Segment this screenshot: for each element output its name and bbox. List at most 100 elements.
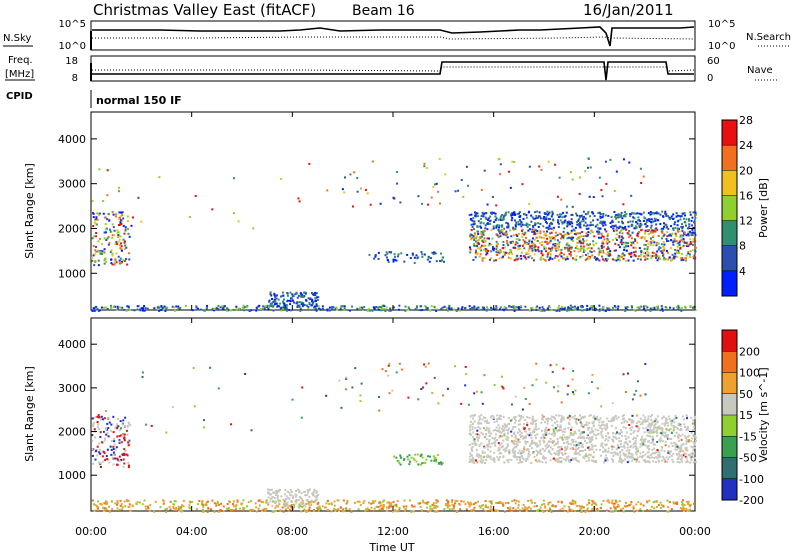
range-cell (573, 229, 576, 232)
range-cell (273, 497, 276, 500)
range-cell (230, 423, 233, 426)
range-cell (370, 506, 373, 509)
range-cell (587, 255, 590, 258)
range-cell (548, 227, 551, 230)
range-cell (527, 506, 530, 509)
range-cell (672, 257, 675, 260)
range-cell (661, 440, 664, 443)
range-cell (569, 306, 572, 309)
range-cell (644, 232, 647, 235)
range-cell (276, 304, 279, 307)
range-cell (410, 510, 413, 513)
range-cell (620, 431, 623, 434)
range-cell (618, 257, 621, 260)
range-cell (300, 492, 303, 495)
range-cell (378, 308, 381, 311)
range-cell (103, 439, 106, 442)
range-cell (573, 232, 576, 235)
range-cell (116, 426, 119, 429)
range-cell (479, 454, 482, 457)
range-cell (570, 246, 573, 249)
range-cell (549, 240, 552, 243)
range-cell (605, 509, 608, 512)
range-cell (515, 440, 518, 443)
range-cell (488, 427, 491, 430)
range-cell (99, 448, 102, 451)
range-cell (473, 392, 476, 395)
range-cell (625, 308, 628, 311)
range-cell (592, 424, 595, 427)
range-cell (548, 251, 551, 254)
range-cell (123, 259, 126, 262)
range-cell (164, 309, 167, 312)
range-cell (114, 258, 117, 261)
range-cell (605, 443, 608, 446)
range-cell (295, 302, 298, 305)
range-cell (493, 221, 496, 224)
range-cell (633, 253, 636, 256)
range-cell (630, 251, 633, 254)
range-cell (339, 307, 342, 310)
range-cell (285, 508, 288, 511)
range-cell (344, 507, 347, 510)
range-cell (590, 229, 593, 232)
range-cell (290, 491, 293, 494)
range-cell (646, 451, 649, 454)
range-cell (498, 158, 501, 161)
range-cell (122, 217, 125, 220)
range-cell (607, 214, 610, 217)
range-cell (582, 238, 585, 241)
range-cell (104, 459, 107, 462)
range-cell (471, 461, 474, 464)
range-cell (592, 305, 595, 308)
range-cell (575, 255, 578, 258)
range-cell (651, 456, 654, 459)
range-cell (307, 307, 310, 310)
range-cell (556, 420, 559, 423)
range-cell (646, 508, 649, 511)
range-cell (634, 239, 637, 242)
range-cell (543, 217, 546, 220)
range-cell (527, 453, 530, 456)
range-cell (544, 247, 547, 250)
range-cell (537, 427, 540, 430)
range-cell (125, 246, 128, 249)
range-cell (636, 219, 639, 222)
range-cell (508, 452, 511, 455)
range-cell (154, 500, 157, 503)
range-cell (667, 510, 670, 513)
range-cell (525, 252, 528, 255)
range-cell (639, 394, 642, 397)
range-cell (510, 440, 513, 443)
range-cell (421, 509, 424, 512)
range-cell (500, 250, 503, 253)
range-cell (348, 508, 351, 511)
range-cell (688, 218, 691, 221)
range-cell (492, 227, 495, 230)
range-cell (267, 503, 270, 506)
range-cell (537, 225, 540, 228)
range-cell (566, 257, 569, 260)
range-cell (624, 245, 627, 248)
range-cell (557, 446, 560, 449)
range-cell (435, 458, 438, 461)
range-cell (479, 427, 482, 430)
range-cell (105, 455, 108, 458)
range-cell (428, 260, 431, 263)
y-tick-label: 2000 (58, 426, 86, 439)
range-cell (576, 447, 579, 450)
range-cell (468, 461, 471, 464)
range-cell (684, 259, 687, 262)
range-cell (594, 417, 597, 420)
range-cell (614, 306, 617, 309)
range-cell (470, 223, 473, 226)
range-cell (689, 508, 692, 511)
range-cell (693, 443, 696, 446)
range-cell (666, 499, 669, 502)
range-cell (127, 440, 130, 443)
range-cell (579, 421, 582, 424)
range-cell (523, 233, 526, 236)
range-cell (180, 506, 183, 509)
range-cell (202, 419, 205, 422)
range-cell (412, 510, 415, 513)
